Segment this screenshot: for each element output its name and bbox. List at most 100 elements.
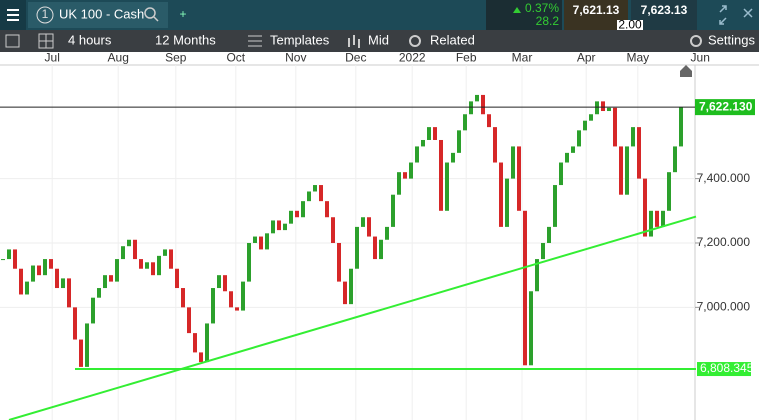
candle <box>121 246 125 260</box>
x-tick-label: Jun <box>691 51 710 65</box>
candle <box>13 249 17 269</box>
related[interactable]: Related <box>430 32 475 47</box>
candle <box>373 236 377 260</box>
candle <box>589 114 593 121</box>
x-tick-label: Feb <box>456 51 477 65</box>
candle <box>457 130 461 153</box>
settings-icon <box>690 35 702 47</box>
instrument-name: UK 100 - Cash <box>59 6 144 21</box>
support-label-box <box>697 362 751 377</box>
candle <box>493 127 497 163</box>
candle <box>229 291 233 308</box>
candle <box>475 94 479 102</box>
x-tick-label: Nov <box>285 51 306 65</box>
candle <box>265 233 269 250</box>
candle <box>445 162 449 211</box>
candle <box>511 146 515 179</box>
candle <box>73 307 77 340</box>
candle <box>169 249 173 269</box>
candle <box>439 139 443 211</box>
candle <box>313 185 317 192</box>
panel-icon[interactable] <box>5 34 20 48</box>
candle <box>325 201 329 218</box>
related-icon <box>409 35 421 47</box>
candle <box>19 268 23 295</box>
candle <box>559 162 563 186</box>
candle <box>613 107 617 147</box>
candle <box>541 242 545 260</box>
candle <box>307 191 311 202</box>
spread: 2.00 <box>618 18 642 32</box>
candle <box>463 114 467 131</box>
add-tab[interactable]: + <box>179 7 186 21</box>
candle <box>127 239 131 247</box>
candle <box>655 210 659 227</box>
candle <box>637 127 641 179</box>
search-icon[interactable] <box>144 7 156 19</box>
templates[interactable]: Templates <box>270 32 330 47</box>
candle <box>277 220 281 231</box>
candle <box>31 265 35 282</box>
interval[interactable]: 4 hours <box>68 32 112 47</box>
candle <box>253 236 257 243</box>
date-axis <box>0 52 759 65</box>
tab-number-icon <box>36 6 54 24</box>
candle <box>157 255 161 276</box>
x-tick-label: May <box>626 51 649 65</box>
candle <box>577 130 581 147</box>
candle <box>505 178 509 227</box>
candle <box>289 210 293 224</box>
x-tick-label: Dec <box>345 51 366 65</box>
candle <box>343 281 347 305</box>
candle <box>523 210 527 366</box>
price-type[interactable]: Mid <box>368 32 389 47</box>
change-pct: 0.37% <box>525 1 559 15</box>
candle <box>619 146 623 195</box>
x-tick-label: Sep <box>165 51 187 65</box>
settings[interactable]: Settings <box>708 32 755 47</box>
candle <box>547 226 551 243</box>
candle <box>379 239 383 260</box>
candle <box>49 259 53 269</box>
window-icons[interactable] <box>719 5 753 25</box>
mid-icon <box>348 35 360 48</box>
change-box <box>486 0 562 30</box>
candle <box>1 259 5 261</box>
candle <box>481 94 485 115</box>
candle <box>175 268 179 289</box>
candle <box>409 162 413 179</box>
candle <box>271 220 275 234</box>
candle <box>625 146 629 195</box>
candle <box>199 352 203 363</box>
candle <box>571 146 575 153</box>
templates-icon <box>248 35 262 47</box>
candle <box>679 107 683 147</box>
candle <box>607 107 611 112</box>
candle <box>235 307 239 311</box>
candle <box>361 217 365 227</box>
candle <box>223 275 227 292</box>
menu-icon <box>7 9 19 21</box>
x-tick-label: Apr <box>577 51 596 65</box>
candle <box>355 226 359 269</box>
up-arrow <box>513 7 521 13</box>
candle <box>163 249 167 256</box>
candle <box>643 178 647 237</box>
x-tick-label: Mar <box>512 51 533 65</box>
candle <box>295 210 299 218</box>
candle <box>61 278 65 289</box>
candle <box>139 259 143 269</box>
x-tick-label: Aug <box>108 51 129 65</box>
candle <box>469 101 473 115</box>
candle <box>601 101 605 112</box>
candle <box>391 194 395 227</box>
candle <box>415 146 419 163</box>
range[interactable]: 12 Months <box>155 32 216 47</box>
sell-price: 7,621.13 <box>573 3 620 17</box>
candle <box>337 242 341 282</box>
candle <box>421 139 425 147</box>
candle <box>109 275 113 282</box>
candle <box>259 236 263 250</box>
scroll-marker[interactable] <box>680 65 692 77</box>
